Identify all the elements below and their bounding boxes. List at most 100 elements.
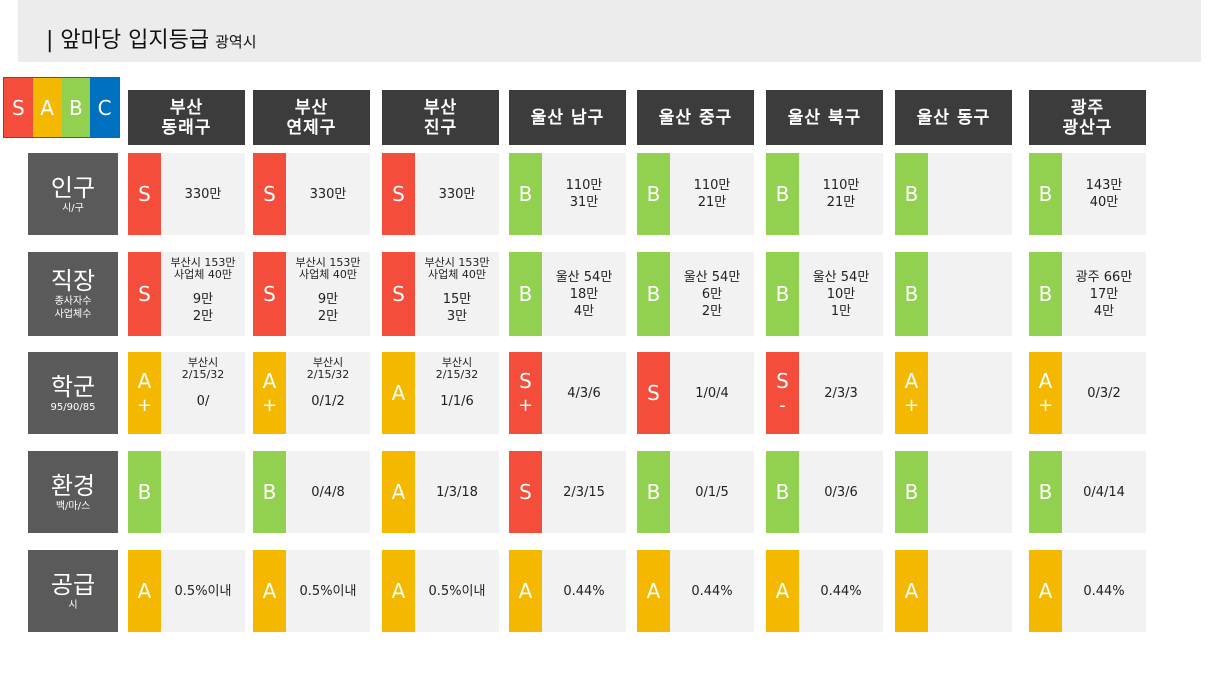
row-label-sub: 백/마/스 bbox=[55, 500, 91, 512]
cell-value: 0.5%이내 bbox=[428, 583, 486, 599]
cell-value: 110만 bbox=[822, 178, 860, 193]
grade-letter: B bbox=[646, 182, 661, 206]
cell-value: 1만 bbox=[830, 303, 852, 319]
grade-badge: A bbox=[637, 550, 670, 632]
grade-modifier: + bbox=[136, 395, 153, 416]
grade-cell: B 광주 66만 17만 4만 bbox=[1029, 252, 1146, 336]
grade-badge: S bbox=[382, 252, 415, 336]
cell-text: 부산시 153만 사업체 40만 9만 2만 bbox=[286, 252, 370, 336]
cell-value: 2/3/3 bbox=[824, 385, 858, 401]
column-header-label: 부산 연제구 bbox=[286, 97, 337, 138]
cell-value: 18만 bbox=[569, 286, 599, 302]
legend-b: B bbox=[61, 78, 91, 137]
cell-text: 울산 54만 18만 4만 bbox=[542, 252, 626, 336]
cell-text bbox=[928, 451, 1012, 533]
grade-cell: A 0.44% bbox=[1029, 550, 1146, 632]
grade-cell: S - 2/3/3 bbox=[766, 352, 883, 434]
grade-badge: A + bbox=[253, 352, 286, 434]
column-header: 부산 진구 bbox=[382, 90, 499, 145]
row-label: 공급 시 bbox=[28, 550, 118, 632]
grade-letter: B bbox=[1038, 480, 1053, 504]
grade-cell: S 1/0/4 bbox=[637, 352, 754, 434]
cell-value: 3만 bbox=[446, 309, 468, 324]
grade-letter: B bbox=[646, 282, 661, 306]
grade-letter: A bbox=[391, 381, 406, 405]
grade-letter: S bbox=[519, 480, 532, 504]
column-header: 울산 북구 bbox=[766, 90, 883, 145]
cell-note: 부산시 bbox=[441, 356, 473, 369]
cell-value: 4만 bbox=[573, 303, 595, 319]
cell-value: 330만 bbox=[438, 186, 476, 202]
cell-value: 330만 bbox=[184, 186, 222, 202]
cell-value: 0.44% bbox=[1083, 583, 1125, 599]
cell-value: 0/3/2 bbox=[1087, 385, 1121, 401]
grade-letter: A bbox=[518, 579, 533, 603]
grade-letter: B bbox=[646, 480, 661, 504]
cell-text: 부산시 153만 사업체 40만 15만 3만 bbox=[415, 252, 499, 336]
cell-text: 0/1/5 bbox=[670, 451, 754, 533]
cell-value: 40만 bbox=[1089, 195, 1119, 210]
cell-text: 0/3/2 bbox=[1062, 352, 1146, 434]
grade-letter: A bbox=[262, 369, 277, 393]
cell-value: 4/3/6 bbox=[567, 385, 601, 401]
grade-badge: B bbox=[895, 451, 928, 533]
grade-letter: B bbox=[775, 182, 790, 206]
grade-cell: S 330만 bbox=[128, 153, 245, 235]
cell-text: 110만 21만 bbox=[670, 153, 754, 235]
cell-value: 울산 54만 bbox=[812, 269, 870, 285]
cell-text: 울산 54만 6만 2만 bbox=[670, 252, 754, 336]
cell-text: 0.5%이내 bbox=[415, 550, 499, 632]
grade-letter: S bbox=[138, 282, 151, 306]
legend-c: C bbox=[90, 78, 119, 137]
cell-text: 110만 31만 bbox=[542, 153, 626, 235]
cell-text bbox=[928, 153, 1012, 235]
row-label: 환경 백/마/스 bbox=[28, 451, 118, 533]
grade-badge: B bbox=[1029, 153, 1062, 235]
grade-cell: A 0.44% bbox=[637, 550, 754, 632]
grade-letter: A bbox=[137, 369, 152, 393]
grade-badge: A + bbox=[128, 352, 161, 434]
cell-text: 0.44% bbox=[799, 550, 883, 632]
cell-text: 0.44% bbox=[670, 550, 754, 632]
grade-cell: S 부산시 153만 사업체 40만 15만 3만 bbox=[382, 252, 499, 336]
grade-letter: B bbox=[904, 480, 919, 504]
grade-badge: B bbox=[509, 252, 542, 336]
row-label-sub: 95/90/85 bbox=[50, 401, 96, 413]
cell-value: 110만 bbox=[693, 178, 731, 193]
grade-letter: A bbox=[391, 579, 406, 603]
cell-value: 1/3/18 bbox=[436, 484, 478, 500]
row-label-sub: 시/구 bbox=[62, 202, 84, 214]
grade-cell: S 330만 bbox=[382, 153, 499, 235]
cell-note: 부산시 bbox=[312, 356, 344, 369]
grade-badge: S + bbox=[509, 352, 542, 434]
cell-note: 부산시 153만 bbox=[424, 256, 490, 269]
row-label: 직장 종사자수 사업체수 bbox=[28, 252, 118, 336]
row-label-main: 학군 bbox=[50, 372, 96, 401]
grade-cell: S 2/3/15 bbox=[509, 451, 626, 533]
column-header-label: 부산 동래구 bbox=[161, 97, 212, 138]
cell-note: 2/15/32 bbox=[435, 368, 479, 381]
grade-badge: B bbox=[253, 451, 286, 533]
column-header-label: 울산 중구 bbox=[658, 107, 733, 128]
grade-badge: B bbox=[766, 153, 799, 235]
grade-cell: B bbox=[895, 451, 1012, 533]
cell-value: 4만 bbox=[1093, 303, 1115, 319]
cell-text: 광주 66만 17만 4만 bbox=[1062, 252, 1146, 336]
grade-cell: A 0.44% bbox=[509, 550, 626, 632]
grade-letter: B bbox=[775, 282, 790, 306]
grade-badge: S bbox=[128, 153, 161, 235]
row-label-main: 인구 bbox=[50, 173, 96, 202]
cell-text bbox=[928, 252, 1012, 336]
cell-text: 4/3/6 bbox=[542, 352, 626, 434]
row-label-main: 직장 bbox=[50, 267, 96, 295]
cell-value: 2만 bbox=[317, 309, 339, 324]
grade-cell: B 110만 21만 bbox=[766, 153, 883, 235]
row-label-sub: 시 bbox=[68, 599, 78, 611]
cell-text bbox=[161, 451, 245, 533]
grade-cell: B 울산 54만 10만 1만 bbox=[766, 252, 883, 336]
cell-value: 0.5%이내 bbox=[174, 583, 232, 599]
cell-value: 0/ bbox=[196, 394, 210, 409]
grade-letter: S bbox=[263, 282, 276, 306]
grade-cell: B 울산 54만 6만 2만 bbox=[637, 252, 754, 336]
